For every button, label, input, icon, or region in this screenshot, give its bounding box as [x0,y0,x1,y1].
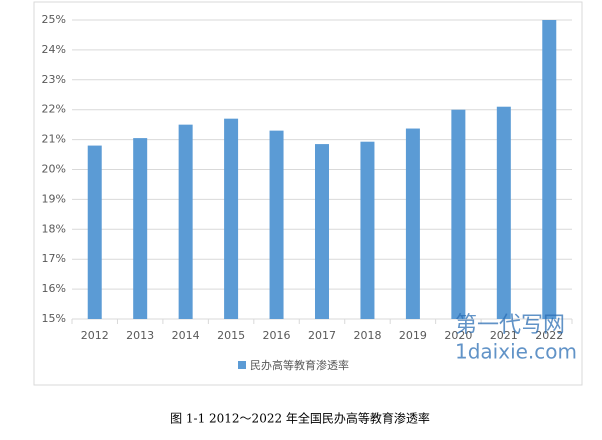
bar [451,109,466,319]
bar [224,118,239,319]
y-tick-label: 18% [42,222,66,235]
y-tick-label: 22% [42,103,66,116]
bar [360,141,375,319]
bar [315,144,329,319]
y-tick-label: 24% [42,43,66,56]
x-tick-label: 2021 [490,329,518,342]
watermark: 1daixie.com [455,340,577,364]
x-tick-label: 2016 [263,329,291,342]
chart-frame [33,1,583,386]
x-tick-label: 2013 [126,329,154,342]
x-tick-label: 2020 [444,329,472,342]
y-tick-label: 23% [42,73,66,86]
y-tick-label: 16% [42,282,66,295]
x-tick-label: 2014 [172,329,200,342]
y-tick-label: 21% [42,133,66,146]
bar [405,128,420,319]
bar [133,138,148,319]
bar [542,20,557,319]
bar [496,106,511,320]
x-tick-label: 2018 [353,329,381,342]
x-tick-label: 2012 [81,329,109,342]
y-tick-label: 17% [42,252,66,265]
y-tick-label: 19% [42,192,66,205]
legend-swatch [238,361,246,369]
bar [178,124,193,320]
y-tick-label: 15% [42,312,66,325]
bar [269,130,284,319]
bar [87,145,102,319]
watermark: 第一代写网 [455,313,565,338]
y-tick-label: 20% [42,163,66,176]
x-tick-label: 2022 [535,329,563,342]
x-tick-label: 2019 [399,329,427,342]
y-tick-label: 25% [42,13,66,26]
caption: 图 1-1 2012～2022 年全国民办高等教育渗透率 [170,411,430,426]
x-tick-label: 2015 [217,329,245,342]
x-tick-label: 2017 [308,329,336,342]
legend-label: 民办高等教育渗透率 [250,358,349,372]
